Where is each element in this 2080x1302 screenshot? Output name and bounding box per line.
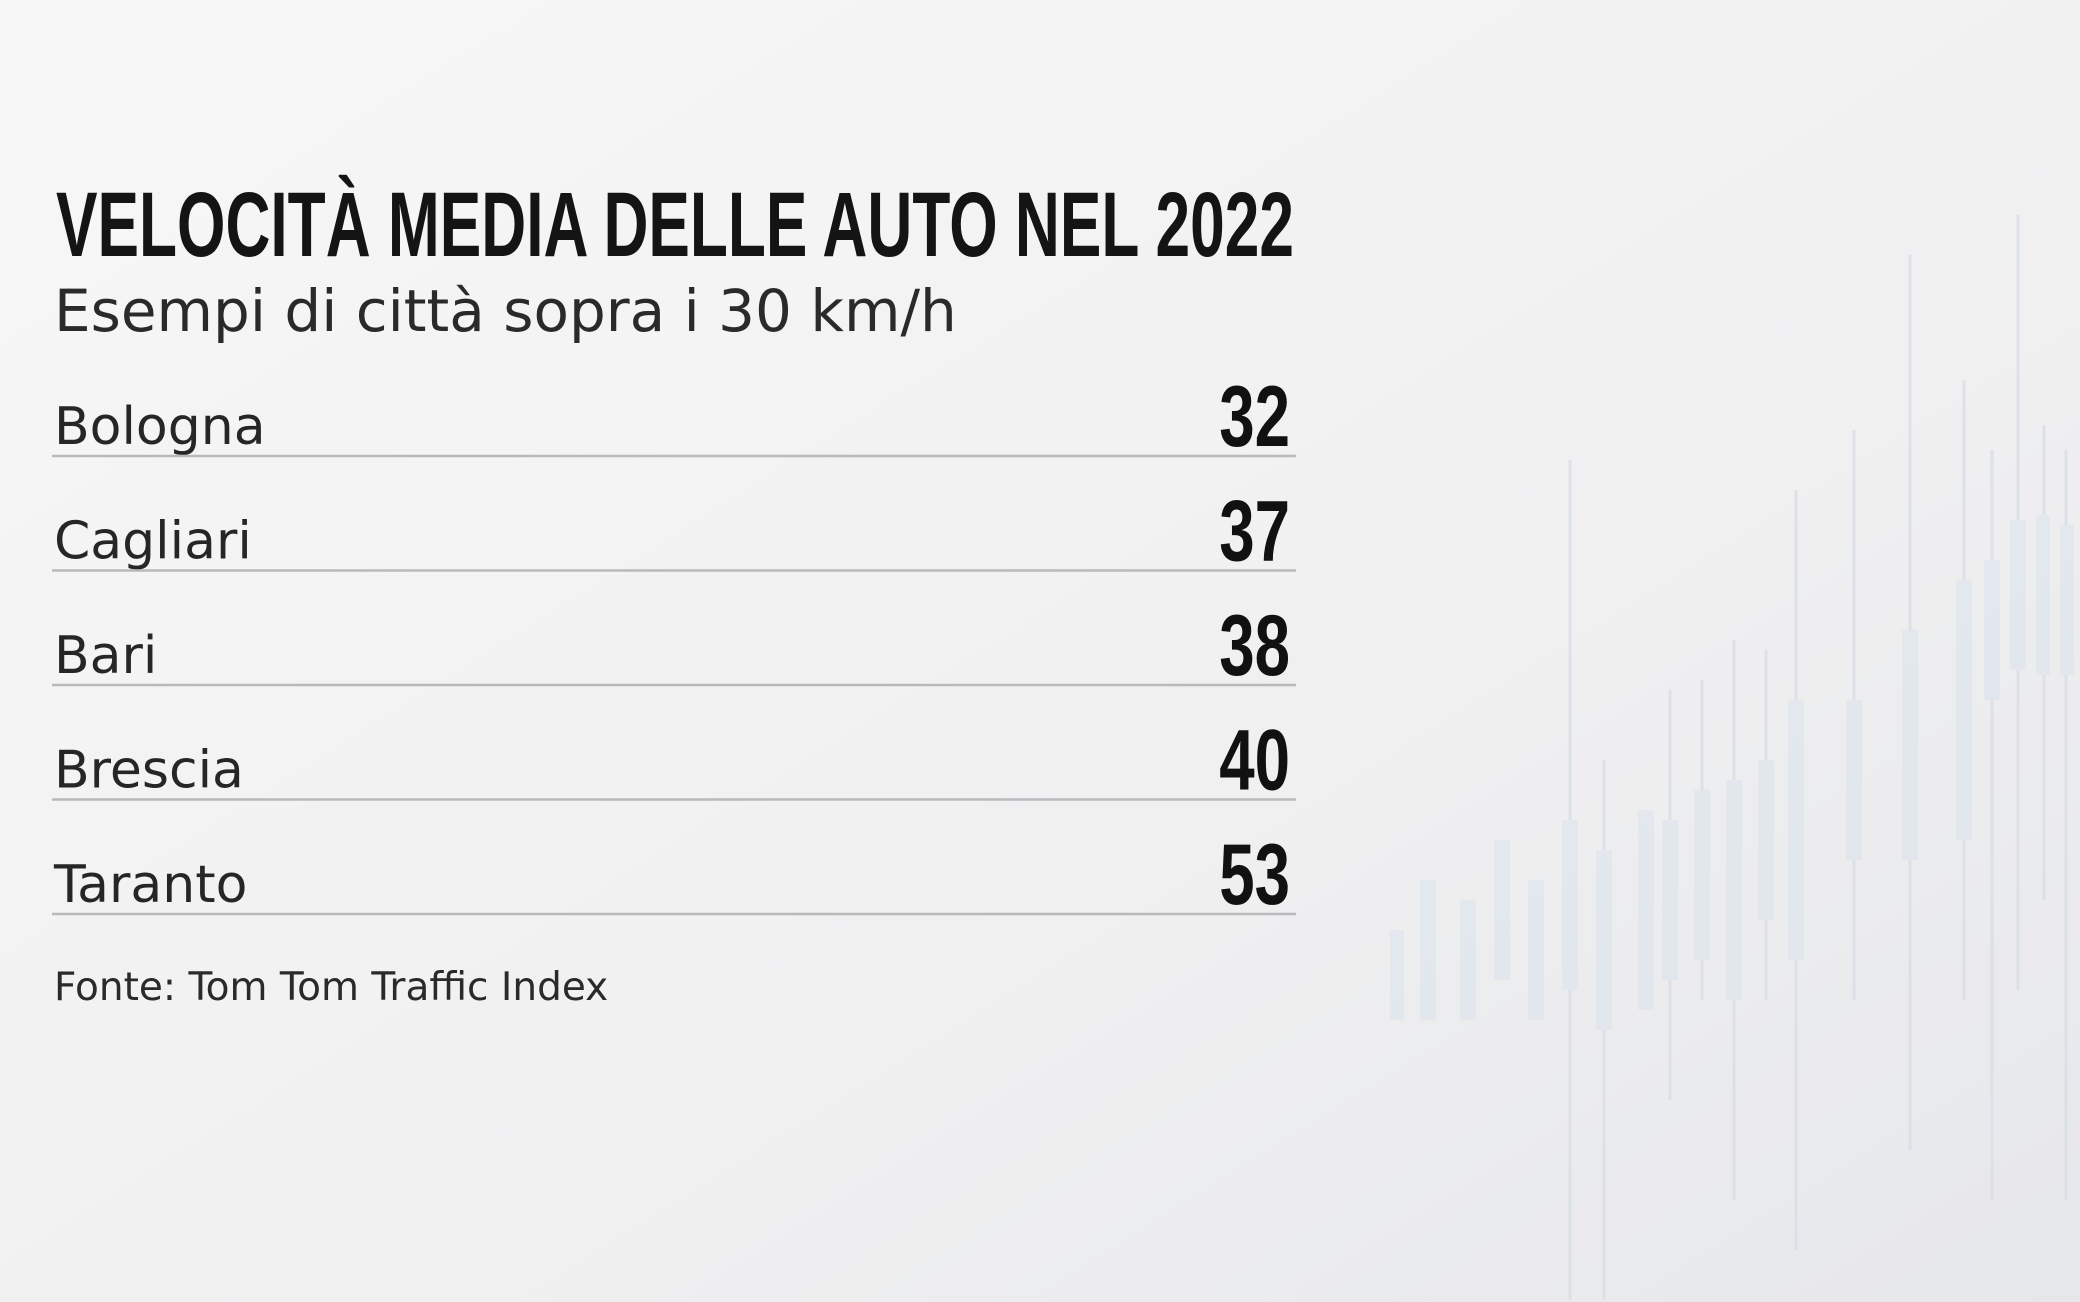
speed-value: 37 <box>1219 484 1290 579</box>
city-name: Bari <box>54 626 157 686</box>
table-row: Taranto 53 <box>52 828 1296 923</box>
city-name: Taranto <box>53 855 247 915</box>
background-candles <box>1390 215 2074 1300</box>
source: Fonte: Tom Tom Traffic Index <box>54 965 608 1010</box>
speed-value: 53 <box>1219 828 1290 923</box>
city-name: Cagliari <box>54 512 252 572</box>
table-row: Bari 38 <box>52 599 1296 694</box>
speed-value: 32 <box>1219 370 1290 465</box>
title: VELOCITÀ MEDIA DELLE AUTO NEL 2022 <box>56 174 1294 276</box>
speed-value: 38 <box>1219 599 1290 694</box>
city-name: Brescia <box>54 741 244 801</box>
table: Bologna 32 Cagliari 37 Bari 38 Brescia 40 Tarant… <box>52 370 1296 923</box>
table-row: Bologna 32 <box>52 370 1296 465</box>
subtitle: Esempi di città sopra i 30 km/h <box>54 277 957 345</box>
speed-value: 40 <box>1219 713 1290 808</box>
table-row: Brescia 40 <box>52 713 1296 809</box>
table-row: Cagliari 37 <box>52 484 1296 580</box>
city-name: Bologna <box>54 397 266 457</box>
